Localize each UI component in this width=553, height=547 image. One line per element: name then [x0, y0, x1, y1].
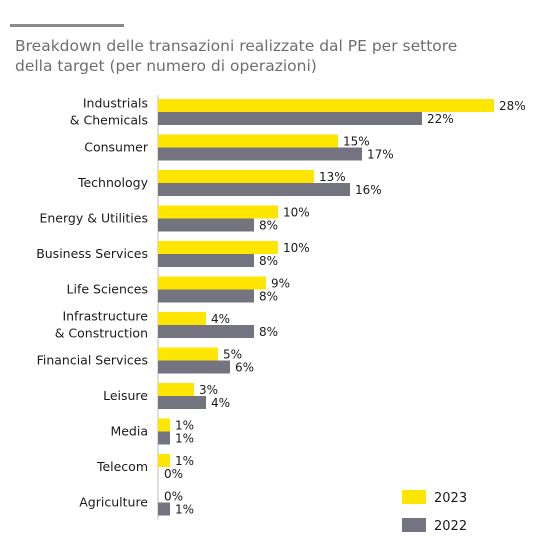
- bar-2023-media: [158, 418, 170, 432]
- bar-2023-industrials-chemicals: [158, 99, 494, 112]
- category-label-consumer: Consumer: [84, 140, 149, 155]
- bar-2022-agriculture: [158, 502, 170, 516]
- data-label-2022-energy-utilities: 8%: [259, 219, 278, 233]
- data-label-2023-agriculture: 0%: [164, 490, 183, 504]
- chart-title: Breakdown delle transazioni realizzate d…: [15, 37, 458, 75]
- bar-2022-life-sciences: [158, 289, 254, 303]
- data-label-2023-technology: 13%: [319, 170, 346, 184]
- bar-2023-business-services: [158, 241, 278, 254]
- data-label-2022-leisure: 4%: [211, 396, 230, 410]
- data-label-2022-infrastructure-construction: 8%: [259, 325, 278, 339]
- data-label-2023-life-sciences: 9%: [271, 277, 290, 291]
- data-label-2023-media: 1%: [175, 419, 194, 433]
- category-label-technology: Technology: [77, 175, 149, 190]
- title-rule: [10, 24, 124, 27]
- data-label-2022-agriculture: 1%: [175, 503, 194, 517]
- category-label-financial-services: Financial Services: [37, 353, 148, 368]
- data-label-2022-life-sciences: 8%: [259, 290, 278, 304]
- data-label-2022-technology: 16%: [355, 183, 382, 197]
- legend-swatch-2023: [402, 490, 426, 504]
- bar-2023-energy-utilities: [158, 205, 278, 219]
- bar-2022-media: [158, 431, 170, 445]
- data-label-2022-financial-services: 6%: [235, 361, 254, 375]
- bar-2022-leisure: [158, 396, 206, 409]
- bar-2023-life-sciences: [158, 276, 266, 290]
- category-label-energy-utilities: Energy & Utilities: [39, 211, 148, 226]
- bar-2022-industrials-chemicals: [158, 112, 422, 125]
- data-label-2023-industrials-chemicals: 28%: [499, 99, 526, 113]
- category-label-leisure: Leisure: [103, 388, 148, 403]
- bar-2022-technology: [158, 183, 350, 196]
- data-label-2023-consumer: 15%: [343, 135, 370, 149]
- bar-2023-technology: [158, 170, 314, 183]
- category-label-business-services: Business Services: [36, 246, 148, 261]
- category-label-media: Media: [110, 424, 148, 439]
- data-label-2023-telecom: 1%: [175, 454, 194, 468]
- bar-2023-consumer: [158, 134, 338, 148]
- data-label-2022-business-services: 8%: [259, 254, 278, 268]
- data-label-2022-media: 1%: [175, 432, 194, 446]
- data-label-2023-infrastructure-construction: 4%: [211, 312, 230, 326]
- data-label-2023-energy-utilities: 10%: [283, 206, 310, 220]
- bar-2022-infrastructure-construction: [158, 325, 254, 338]
- bar-2023-leisure: [158, 383, 194, 396]
- bar-2022-financial-services: [158, 360, 230, 374]
- bar-2023-telecom: [158, 454, 170, 467]
- category-label-agriculture: Agriculture: [79, 495, 148, 510]
- data-label-2022-consumer: 17%: [367, 148, 394, 162]
- data-label-2023-financial-services: 5%: [223, 348, 242, 362]
- category-label-industrials-chemicals: Industrials & Chemicals: [70, 96, 148, 128]
- category-label-telecom: Telecom: [96, 459, 148, 474]
- category-label-infrastructure-construction: Infrastructure & Construction: [55, 309, 149, 341]
- bar-2022-energy-utilities: [158, 218, 254, 232]
- legend-label-2022: 2022: [434, 519, 467, 534]
- legend-label-2023: 2023: [434, 491, 467, 506]
- legend-swatch-2022: [402, 518, 426, 532]
- category-label-life-sciences: Life Sciences: [67, 282, 148, 297]
- bar-2023-infrastructure-construction: [158, 312, 206, 325]
- data-label-2023-leisure: 3%: [199, 383, 218, 397]
- data-label-2023-business-services: 10%: [283, 241, 310, 255]
- data-label-2022-industrials-chemicals: 22%: [427, 112, 454, 126]
- bar-2022-business-services: [158, 254, 254, 267]
- bar-2022-consumer: [158, 147, 362, 161]
- bar-2023-financial-services: [158, 347, 218, 361]
- data-label-2022-telecom: 0%: [164, 467, 183, 481]
